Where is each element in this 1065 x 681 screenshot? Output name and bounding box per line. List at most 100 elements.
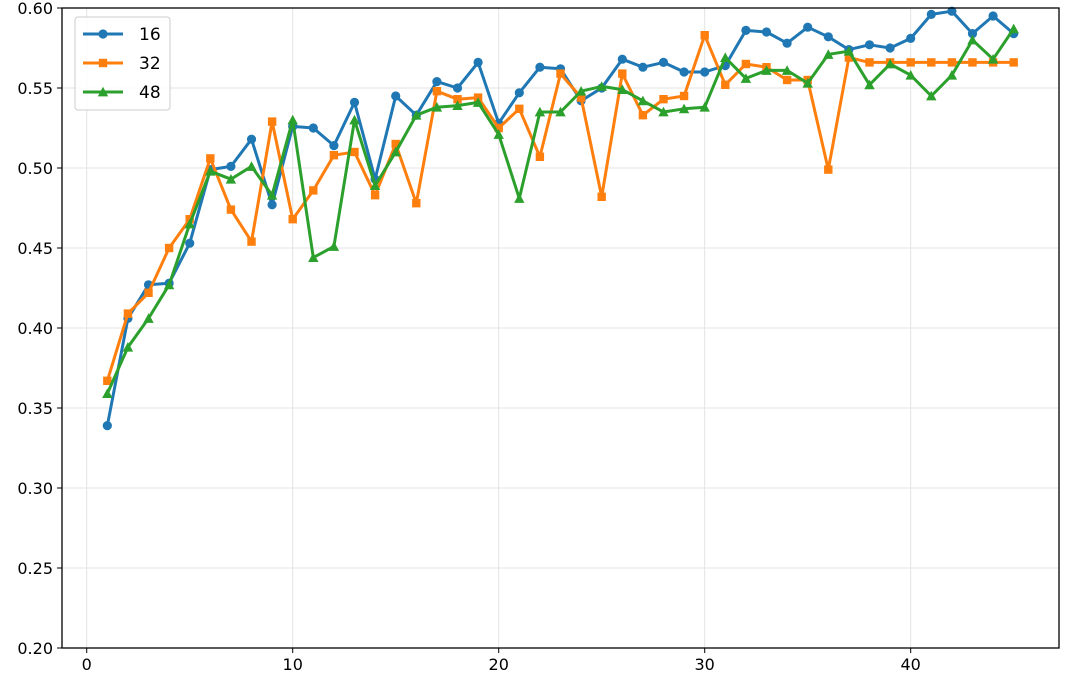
data-point [534,106,546,117]
data-point [946,70,958,80]
data-point [761,65,772,75]
data-point [865,58,874,67]
data-point [350,147,359,157]
data-point [576,93,586,102]
data-point [781,65,793,75]
data-point [637,95,649,106]
data-point [967,34,978,45]
y-tick-label: 0.25 [17,559,53,578]
x-tick-label: 30 [695,655,715,674]
y-tick-label: 0.40 [17,319,53,338]
data-point [226,161,236,171]
data-point [575,86,587,96]
y-tick-label: 0.55 [17,79,53,98]
data-point [844,53,854,62]
y-tick-label: 0.50 [17,159,53,178]
data-point [968,58,977,67]
data-point [411,110,422,120]
data-point [906,33,916,44]
data-point [597,192,606,201]
data-point [864,40,875,50]
y-tick-label: 0.20 [17,639,53,658]
data-point [926,9,936,19]
data-point [596,81,607,91]
data-point [824,165,833,174]
data-point [1008,23,1019,34]
x-tick-label: 0 [82,655,92,674]
x-tick-label: 10 [283,655,303,674]
data-point [700,31,709,40]
data-point [493,129,504,139]
y-tick-label: 0.60 [17,0,53,18]
data-point [617,54,627,64]
data-point [864,79,875,90]
data-point [432,87,442,96]
data-point [185,238,195,248]
series-48 [102,23,1019,399]
data-point [802,78,813,88]
data-point [679,91,689,101]
data-point [246,134,257,144]
data-point [247,237,256,246]
data-point [163,279,175,290]
data-point [1009,58,1018,67]
data-point [987,54,999,64]
data-point [679,67,689,77]
data-point [329,151,339,160]
data-point [617,84,628,95]
data-point [884,58,896,69]
data-point [555,106,566,117]
data-point [452,83,463,93]
legend: 16 32 48 [74,16,171,111]
data-point [472,97,484,107]
data-point [412,199,421,208]
data-point [535,152,545,161]
data-point [369,180,381,191]
data-point [122,342,134,352]
data-point [205,166,216,176]
data-point [370,191,380,200]
data-point [782,75,792,85]
data-point [432,77,442,87]
data-point [782,38,792,48]
data-point [761,27,772,37]
y-tick-label: 0.35 [17,399,53,418]
data-point [947,58,957,67]
data-point [391,139,400,149]
data-point [288,215,297,224]
data-point [349,114,360,125]
data-point [658,57,669,67]
data-point [123,309,133,318]
x-tick-label: 20 [489,655,509,674]
data-point [967,28,978,39]
data-point [453,95,462,104]
legend-swatch-marker [97,86,109,97]
data-point [164,243,174,253]
y-tick-label: 0.45 [17,239,53,258]
data-point [328,241,340,251]
y-tick-label: 0.30 [17,479,53,498]
data-point [329,141,339,151]
data-point [143,313,154,323]
legend-label: 32 [139,54,161,74]
data-point [266,190,278,200]
data-point [905,70,916,80]
data-point [515,104,524,113]
data-point [267,117,277,126]
data-point [700,67,710,77]
data-point [102,421,112,431]
data-point [246,161,257,171]
data-point [659,95,668,104]
data-point [658,106,669,117]
data-point [638,111,648,120]
data-point [226,205,236,214]
data-point [514,88,524,98]
legend-item: 16 [83,25,161,45]
axis-ticks: 0 10 20 30 40 0.20 0.25 0.30 0.35 0.40 0.45 0.50 0.5… [17,0,920,674]
series-group [102,6,1019,431]
legend-swatch-marker [98,58,108,68]
data-point [103,376,112,385]
data-point [349,97,360,107]
data-point [535,62,545,72]
